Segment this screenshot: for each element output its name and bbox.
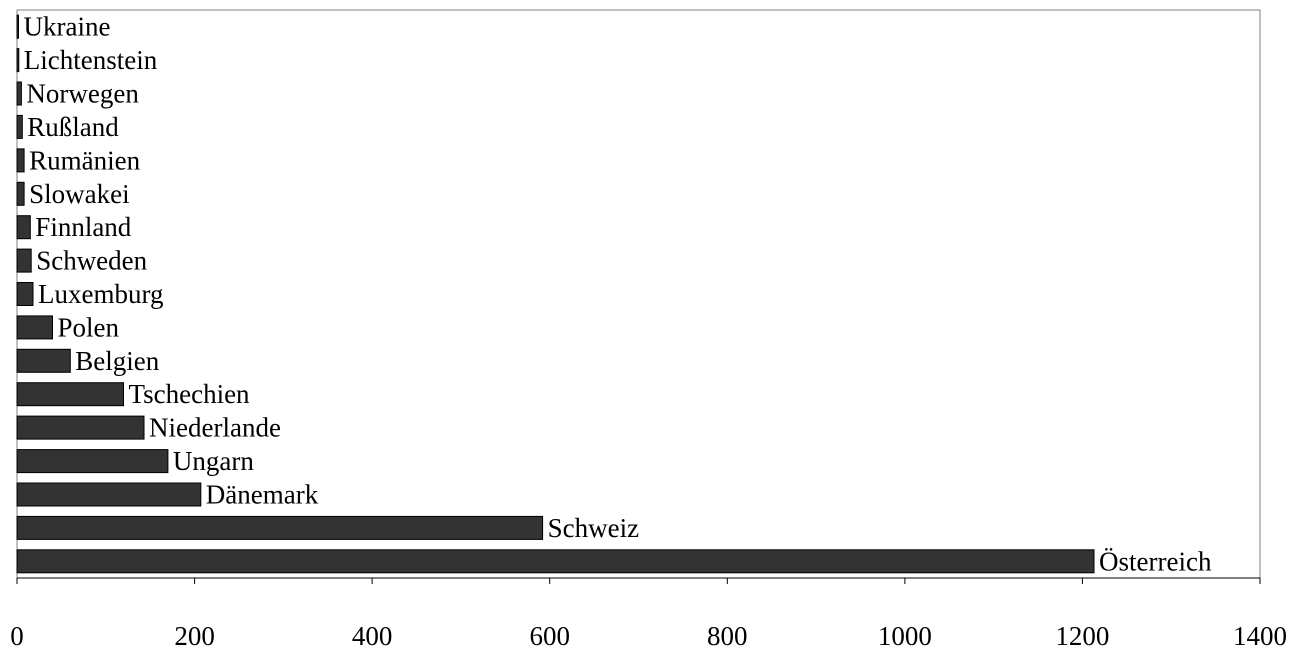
category-label: Rumänien [29, 145, 140, 175]
bar-niederlande [17, 416, 144, 439]
x-tick-label: 800 [707, 621, 748, 651]
bar-schweiz [17, 516, 543, 539]
category-label: Lichtenstein [24, 45, 158, 75]
category-label: Luxemburg [38, 279, 163, 309]
x-tick-label: 1400 [1233, 621, 1287, 651]
bar-rußland [17, 115, 22, 138]
bar-dänemark [17, 483, 201, 506]
bar-österreich [17, 550, 1094, 573]
x-tick-label: 0 [10, 621, 24, 651]
category-label: Norwegen [26, 79, 139, 109]
x-tick-label: 400 [352, 621, 393, 651]
x-tick-label: 200 [174, 621, 215, 651]
bar-norwegen [17, 82, 21, 105]
x-tick-label: 600 [529, 621, 570, 651]
bar-luxemburg [17, 283, 33, 306]
x-tick-label: 1000 [878, 621, 932, 651]
category-label: Polen [58, 312, 120, 342]
bar-polen [17, 316, 53, 339]
plot-frame [17, 10, 1260, 578]
bars-group [17, 15, 1094, 573]
bar-tschechien [17, 383, 124, 406]
category-label: Dänemark [206, 480, 319, 510]
bar-schweden [17, 249, 31, 272]
category-label: Österreich [1099, 546, 1212, 576]
category-label: Rußland [27, 112, 119, 142]
x-tick-label: 1200 [1055, 621, 1109, 651]
category-label: Ungarn [173, 446, 254, 476]
category-label: Finnland [35, 212, 132, 242]
bar-belgien [17, 349, 70, 372]
category-label: Belgien [75, 346, 159, 376]
category-label: Slowakei [29, 179, 130, 209]
x-axis: 0 200 400 600 800 1000 1200 1400 [10, 578, 1287, 651]
bar-ukraine [17, 15, 19, 38]
category-label: Tschechien [129, 379, 251, 409]
category-label: Schweden [36, 246, 147, 276]
category-label: Ukraine [24, 12, 111, 42]
bar-ungarn [17, 450, 168, 473]
bar-finnland [17, 216, 30, 239]
bar-rumänien [17, 149, 24, 172]
bar-lichtenstein [17, 49, 19, 72]
category-label: Niederlande [149, 413, 281, 443]
bar-slowakei [17, 182, 24, 205]
category-label: Schweiz [548, 513, 639, 543]
